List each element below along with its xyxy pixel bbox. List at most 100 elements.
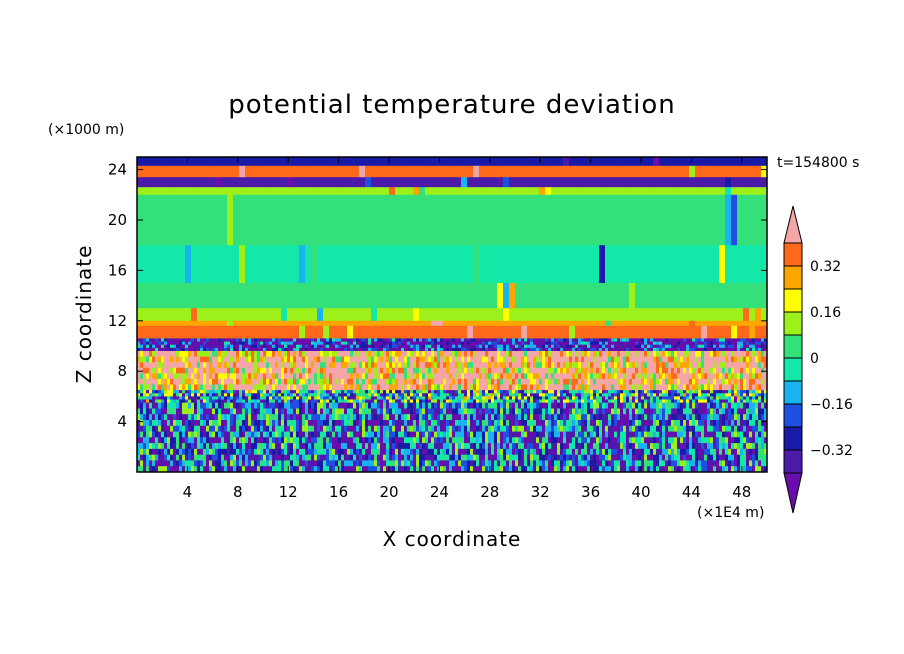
field-cell	[551, 177, 558, 188]
field-cell	[239, 320, 246, 327]
field-cell	[443, 187, 450, 196]
field-cell	[470, 402, 474, 410]
field-cell	[389, 338, 393, 343]
field-cell	[740, 367, 744, 374]
field-cell	[650, 362, 654, 369]
field-cell	[425, 367, 429, 374]
field-cell	[347, 338, 351, 343]
field-cell	[152, 373, 156, 380]
field-cell	[683, 283, 690, 309]
field-cell	[380, 344, 384, 349]
field-cell	[431, 177, 438, 188]
field-cell	[665, 367, 669, 374]
field-cell	[530, 373, 534, 380]
field-cell	[260, 393, 264, 398]
field-cell	[509, 351, 513, 358]
field-cell	[416, 393, 420, 398]
field-cell	[269, 362, 273, 369]
field-cell	[695, 402, 699, 410]
field-cell	[743, 338, 747, 343]
field-cell	[347, 378, 351, 386]
field-cell	[722, 347, 726, 352]
field-cell	[425, 177, 432, 188]
field-cell	[545, 362, 549, 369]
field-cell	[605, 384, 609, 391]
field-cell	[299, 420, 303, 427]
field-cell	[383, 283, 390, 309]
field-cell	[374, 390, 378, 394]
field-cell	[653, 308, 660, 322]
field-cell	[326, 373, 330, 380]
field-cell	[563, 325, 570, 339]
field-cell	[356, 373, 360, 380]
field-cell	[389, 402, 393, 410]
field-cell	[200, 362, 204, 369]
field-cell	[683, 338, 687, 343]
field-cell	[761, 378, 765, 386]
field-cell	[608, 362, 612, 369]
field-cell	[662, 362, 666, 369]
field-cell	[419, 157, 426, 167]
field-cell	[461, 308, 468, 322]
field-cell	[680, 399, 684, 404]
field-cell	[281, 177, 288, 188]
field-cell	[344, 396, 348, 401]
field-cell	[434, 341, 438, 346]
field-cell	[446, 408, 450, 415]
field-cell	[323, 344, 327, 349]
field-cell	[575, 393, 579, 398]
field-cell	[656, 378, 660, 386]
field-cell	[551, 325, 558, 339]
field-cell	[149, 393, 153, 398]
field-cell	[401, 390, 405, 394]
field-cell	[701, 283, 708, 309]
field-cell	[260, 341, 264, 346]
field-cell	[170, 384, 174, 391]
field-cell	[677, 157, 684, 167]
field-cell	[323, 187, 330, 196]
field-cell	[695, 414, 699, 421]
field-cell	[536, 356, 540, 363]
field-cell	[317, 414, 321, 421]
field-cell	[692, 402, 696, 410]
field-layer	[137, 165, 767, 178]
field-cell	[707, 356, 711, 363]
field-cell	[161, 408, 165, 415]
field-cell	[485, 325, 492, 339]
field-cell	[593, 351, 597, 358]
field-cell	[701, 320, 708, 327]
field-cell	[329, 362, 333, 369]
field-cell	[599, 362, 603, 369]
field-cell	[353, 390, 357, 394]
field-cell	[449, 194, 456, 246]
field-cell	[245, 338, 249, 343]
field-cell	[209, 356, 213, 363]
field-cell	[146, 420, 150, 427]
field-cell	[419, 356, 423, 363]
field-cell	[494, 393, 498, 398]
field-cell	[161, 283, 168, 309]
field-cell	[245, 165, 252, 178]
field-cell	[374, 351, 378, 358]
field-cell	[719, 347, 723, 352]
field-cell	[365, 338, 369, 343]
field-cell	[230, 378, 234, 386]
field-cell	[179, 347, 183, 352]
field-cell	[176, 378, 180, 386]
field-cell	[641, 362, 645, 369]
field-cell	[530, 393, 534, 398]
field-cell	[401, 396, 405, 401]
field-cell	[587, 408, 591, 415]
field-cell	[575, 390, 579, 394]
field-cell	[410, 351, 414, 358]
field-cell	[392, 341, 396, 346]
field-cell	[287, 157, 294, 167]
field-cell	[575, 320, 582, 327]
field-cell	[248, 347, 252, 352]
field-cell	[422, 373, 426, 380]
field-cell	[470, 367, 474, 374]
field-cell	[215, 347, 219, 352]
field-cell	[329, 245, 336, 284]
field-cell	[215, 390, 219, 394]
field-cell	[707, 338, 711, 343]
